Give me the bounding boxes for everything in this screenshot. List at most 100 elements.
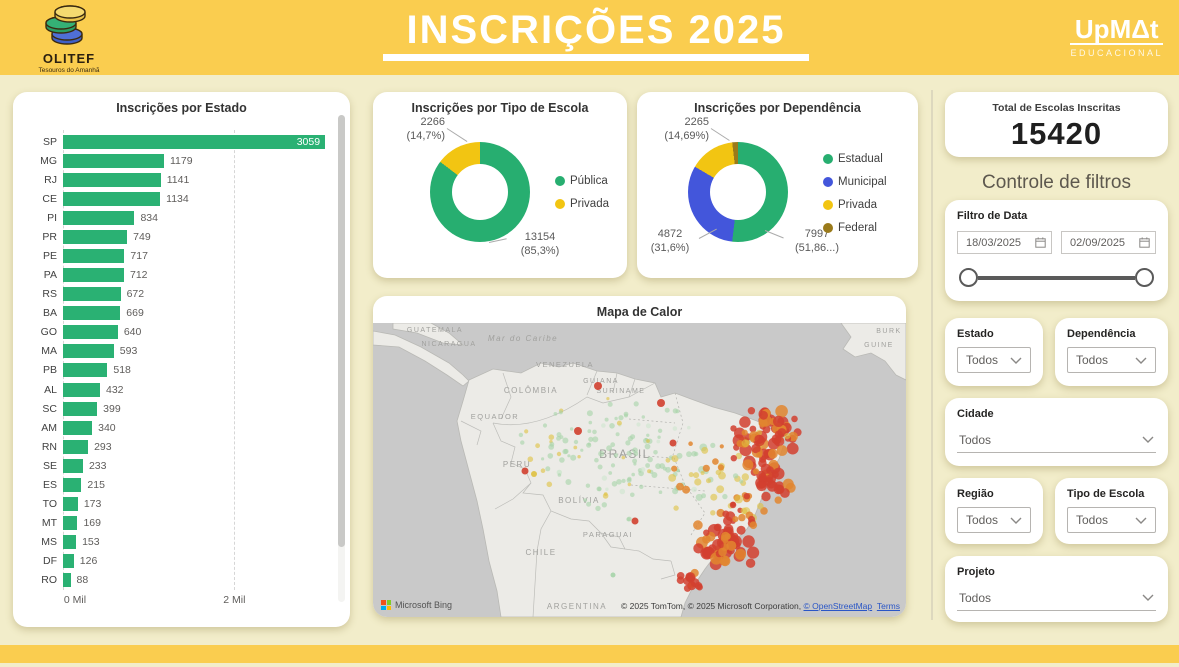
bar-row[interactable]: MG 1179 [23,151,326,170]
heat-dot [700,471,705,475]
bar-value-label: 749 [133,230,151,243]
bar[interactable] [63,458,83,473]
bar[interactable] [63,420,93,435]
bar[interactable] [63,210,135,225]
bing-logo[interactable]: Microsoft Bing [381,600,452,610]
legend-item[interactable]: Pública [555,169,609,192]
bar-row[interactable]: PE 717 [23,246,326,265]
heat-dot [784,433,791,440]
bar-row[interactable]: RO 88 [23,571,326,590]
bar[interactable] [63,344,114,359]
heat-dot [562,448,568,455]
projeto-dropdown[interactable]: Todos [957,585,1156,611]
bar[interactable] [63,287,121,302]
bar-row[interactable]: ES 215 [23,475,326,494]
heat-dot [686,573,694,581]
bar-row[interactable]: PR 749 [23,227,326,246]
bar[interactable] [63,439,89,454]
bar[interactable] [63,516,78,531]
bar-row[interactable]: BA 669 [23,304,326,323]
terms-link[interactable]: Terms [876,601,900,611]
kpi-value: 15420 [1010,116,1103,151]
bar-category-label: RJ [44,173,57,186]
bar-row[interactable]: GO 640 [23,323,326,342]
bar[interactable] [63,573,71,588]
bar-row[interactable]: PB 518 [23,361,326,380]
start-date-input[interactable]: 18/03/2025 [957,231,1052,254]
legend-item[interactable]: Federal [823,216,887,239]
estado-dropdown[interactable]: Todos [957,347,1031,373]
bar[interactable] [63,554,74,569]
bar-row[interactable]: RN 293 [23,437,326,456]
heat-dot [774,496,782,504]
tipo-escola-dropdown[interactable]: Todos [1067,507,1156,533]
heat-dot [601,502,607,508]
bar[interactable]: 3059 [63,134,326,149]
bar-row[interactable]: SC 399 [23,399,326,418]
legend-item[interactable]: Municipal [823,170,887,193]
bar-category-label: MA [41,345,57,358]
bar-chart-scrollbar[interactable] [338,115,345,602]
bar-row[interactable]: RS 672 [23,285,326,304]
bar[interactable] [63,382,100,397]
scrollbar-thumb[interactable] [338,115,345,547]
dependencia-dropdown[interactable]: Todos [1067,347,1156,373]
cidade-dropdown[interactable]: Todos [957,427,1156,453]
legend-item[interactable]: Privada [823,193,887,216]
bar[interactable] [63,191,161,206]
dependencia-donut[interactable] [688,142,788,242]
bar[interactable] [63,535,77,550]
bar[interactable] [63,306,121,321]
heat-dot [724,533,731,540]
bar-row[interactable]: PA 712 [23,266,326,285]
heat-dot [759,410,768,420]
slider-handle-start[interactable] [959,268,978,287]
bar-row[interactable]: DF 126 [23,552,326,571]
bar[interactable] [63,268,124,283]
end-date-input[interactable]: 02/09/2025 [1061,231,1156,254]
bar[interactable] [63,249,125,263]
bar-row[interactable]: TO 173 [23,494,326,513]
bar-value-label: 215 [87,478,105,491]
heat-dot [719,444,724,449]
bar-row[interactable]: SP 3059 [23,132,326,151]
bar[interactable] [63,497,78,512]
tipo-escola-donut[interactable] [430,142,530,242]
legend-item[interactable]: Privada [555,192,609,215]
x-axis-tick-2mil: 2 Mil [223,594,246,606]
bar-row[interactable]: AM 340 [23,418,326,437]
bar-row[interactable]: RJ 1141 [23,170,326,189]
map-country-label: GUINE [864,342,894,349]
date-range-slider[interactable] [957,268,1156,287]
heat-map[interactable]: GUATEMALA NICARAGUA Mar do Caribe VENEZUELA… [373,322,906,617]
bar[interactable] [63,229,128,244]
heat-dot [739,479,744,484]
heat-dot [693,543,704,554]
heat-dot [594,457,599,463]
legend-dot-estadual [823,153,833,164]
bar-row[interactable]: SE 233 [23,456,326,475]
bar-row[interactable]: MT 169 [23,514,326,533]
bar-row[interactable]: MA 593 [23,342,326,361]
legend-item[interactable]: Estadual [823,147,887,170]
heat-dot [741,473,749,481]
bar[interactable] [63,363,108,378]
bar-row[interactable]: AL 432 [23,380,326,399]
slider-handle-end[interactable] [1135,268,1154,287]
map-country-label: BURK [876,328,901,335]
bar[interactable] [63,172,161,187]
openstreetmap-link[interactable]: © OpenStreetMap [803,601,873,611]
bar[interactable] [63,153,164,168]
bar[interactable] [63,477,82,492]
bar[interactable] [63,325,118,340]
bar-value-label: 593 [119,345,138,358]
heat-dot [732,473,739,479]
bar-row[interactable]: PI 834 [23,208,326,227]
bar-row[interactable]: CE 1134 [23,189,326,208]
gridline-zero [63,130,64,590]
regiao-dropdown[interactable]: Todos [957,507,1031,533]
bar-row[interactable]: MS 153 [23,533,326,552]
bar[interactable] [63,401,98,416]
heat-dot [676,469,680,473]
bar-value-label: 1134 [166,192,189,205]
